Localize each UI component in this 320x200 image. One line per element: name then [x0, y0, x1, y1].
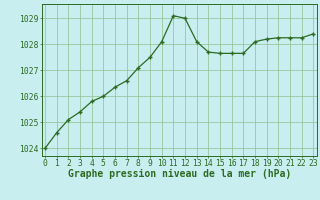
X-axis label: Graphe pression niveau de la mer (hPa): Graphe pression niveau de la mer (hPa) [68, 169, 291, 179]
